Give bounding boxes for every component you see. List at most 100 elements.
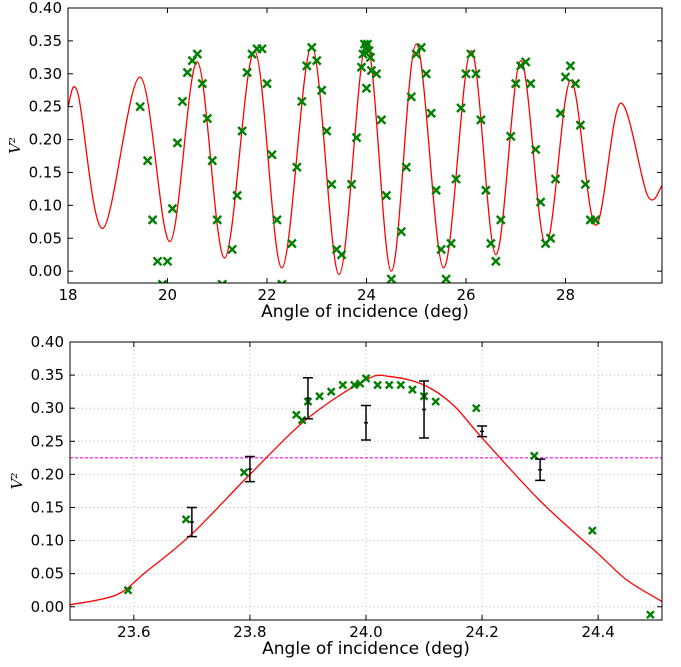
data-point: [376, 114, 387, 125]
plot-content: [70, 374, 662, 620]
data-point: [471, 68, 481, 79]
data-point: [326, 179, 337, 190]
data-point: [181, 515, 191, 524]
data-point: [321, 126, 332, 136]
y-tick-label: 0.00: [29, 262, 62, 280]
data-point: [257, 43, 267, 54]
y-tick-label: 0.05: [31, 565, 64, 583]
data-point: [316, 85, 327, 96]
plot-content: [68, 39, 662, 283]
data-point: [315, 391, 324, 401]
data-point: [386, 274, 397, 283]
data-point: [291, 162, 302, 173]
data-point: [135, 101, 145, 112]
data-point: [262, 78, 272, 89]
data-point: [421, 68, 432, 79]
data-point: [510, 78, 521, 89]
y-axis-label: V²: [8, 473, 26, 490]
data-point: [182, 67, 193, 78]
error-bar: [535, 458, 546, 482]
data-point: [123, 585, 133, 595]
x-axis-label: Angle of incidence (deg): [261, 302, 469, 322]
y-tick-label: 0.05: [29, 229, 62, 247]
x-tick-label: 23.6: [117, 623, 150, 641]
y-tick-label: 0.30: [29, 65, 62, 83]
data-point: [416, 42, 427, 53]
data-point: [192, 49, 203, 59]
error-bar: [361, 404, 371, 441]
y-tick-label: 0.30: [31, 399, 64, 417]
data-point: [476, 114, 486, 125]
data-point: [346, 179, 357, 190]
fit-line: [70, 374, 662, 606]
data-point: [361, 83, 372, 94]
data-point: [296, 96, 307, 107]
data-point: [237, 126, 247, 136]
data-point: [426, 108, 437, 119]
data-point: [177, 96, 188, 107]
y-tick-label: 0.10: [31, 532, 64, 550]
data-point: [565, 61, 576, 71]
data-point: [351, 132, 362, 143]
data-point: [202, 113, 213, 124]
data-point: [408, 385, 417, 395]
data-point: [446, 238, 456, 249]
data-point: [297, 415, 307, 425]
data-point: [550, 174, 561, 184]
data-point: [207, 155, 218, 166]
data-point: [338, 380, 348, 390]
data-point: [441, 274, 451, 283]
data-point: [555, 108, 566, 119]
data-point: [242, 67, 252, 78]
data-point: [530, 144, 541, 155]
fit-line: [68, 42, 662, 276]
subplot: 0.00 0.05 0.10 0.15 0.20 0.25 0.30 0.35 0.40 23.6…: [8, 333, 663, 659]
y-tick-label: 0.40: [31, 333, 64, 351]
data-point: [570, 78, 581, 89]
data-point: [545, 233, 556, 244]
data-point: [361, 374, 371, 383]
data-point: [580, 179, 591, 190]
x-tick-label: 22: [257, 286, 276, 304]
data-point: [471, 403, 481, 413]
data-point: [486, 238, 496, 249]
x-tick-label: 26: [456, 286, 475, 304]
x-tick-label: 24.4: [581, 623, 614, 641]
data-point: [311, 55, 322, 66]
data-point: [142, 155, 153, 166]
data-point: [365, 52, 376, 63]
y-tick-label: 0.25: [29, 98, 62, 116]
data-point: [362, 39, 373, 50]
error-bar: [186, 506, 197, 538]
data-point: [197, 78, 208, 89]
data-point: [217, 279, 228, 283]
x-tick-label: 18: [58, 286, 77, 304]
y-tick-label: 0.20: [31, 465, 64, 483]
error-bar: [302, 376, 313, 420]
data-point: [364, 45, 374, 56]
data-point: [588, 526, 597, 535]
y-tick-label: 0.25: [31, 432, 64, 450]
data-point: [277, 279, 287, 283]
data-point: [406, 91, 417, 102]
data-point: [336, 249, 347, 260]
data-point: [401, 162, 412, 173]
data-point: [358, 49, 368, 59]
x-axis-label: Angle of incidence (deg): [262, 639, 470, 659]
x-tick-label: 24: [357, 286, 376, 304]
data-point: [147, 214, 158, 225]
data-point: [461, 68, 471, 79]
data-point: [167, 203, 178, 214]
data-point: [436, 244, 446, 255]
data-point: [212, 214, 223, 225]
y-tick-label: 0.20: [29, 131, 62, 149]
data-point: [431, 185, 441, 196]
axes-frame: [67, 7, 663, 284]
data-point: [239, 468, 249, 477]
error-bar: [244, 455, 255, 483]
data-point: [520, 57, 531, 67]
axes-frame: [69, 341, 663, 621]
x-tick-label: 28: [556, 286, 575, 304]
data-point: [451, 174, 461, 184]
